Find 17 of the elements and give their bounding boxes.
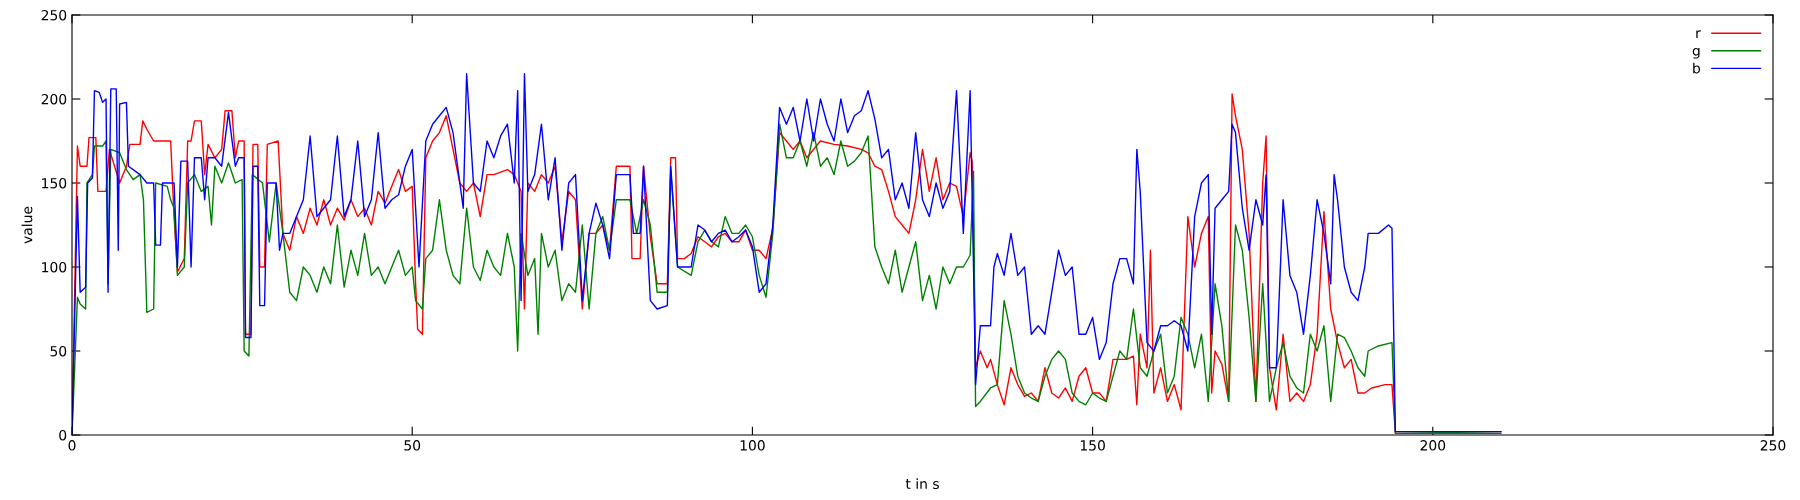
x-tick-label: 250 (1760, 440, 1786, 451)
y-tick-label: 200 (41, 93, 67, 105)
x-tick-label: 150 (1080, 440, 1105, 451)
legend-label: b (1693, 62, 1701, 74)
legend-label: r (1696, 30, 1701, 39)
y-tick-label: 150 (42, 177, 67, 189)
y-tick-label: 250 (41, 9, 67, 21)
y-axis-title: value (21, 206, 33, 244)
legend-label: g (1692, 47, 1700, 59)
y-tick-label: 100 (42, 261, 67, 273)
x-tick-label: 200 (1420, 440, 1446, 451)
x-tick-label: 0 (68, 440, 76, 451)
x-tick-label: 50 (404, 440, 421, 451)
x-axis-title: t in s (905, 478, 939, 490)
y-tick-label: 0 (59, 429, 67, 441)
y-tick-label: 50 (50, 345, 67, 357)
x-tick-label: 100 (740, 440, 765, 451)
